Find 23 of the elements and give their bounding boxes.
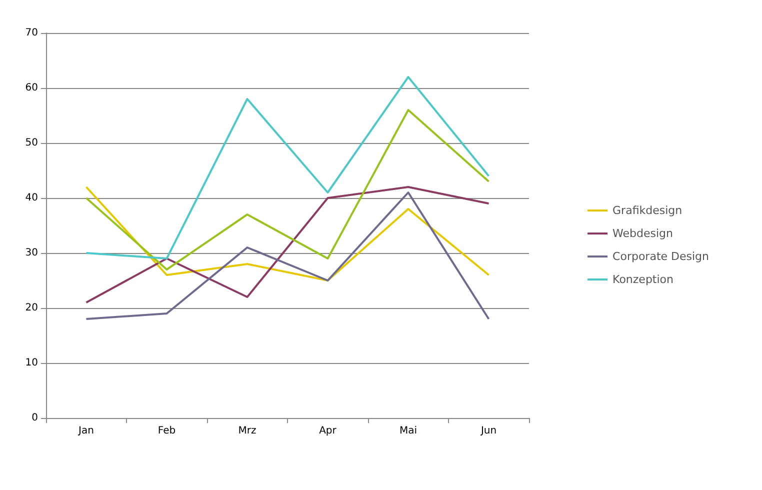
y-tick-label: 40 bbox=[25, 192, 38, 204]
x-tick-label: Mrz bbox=[238, 426, 256, 436]
x-tick-label: Jan bbox=[78, 426, 94, 436]
line-series bbox=[85, 192, 490, 320]
line-series bbox=[85, 186, 490, 282]
legend-label: Grafikdesign bbox=[612, 204, 682, 217]
x-tick-label: Jun bbox=[480, 426, 497, 436]
y-tick-label: 30 bbox=[25, 248, 38, 258]
y-tick-label: 60 bbox=[25, 82, 38, 94]
y-tick-label: 50 bbox=[25, 138, 38, 148]
x-tick-label: Apr bbox=[319, 426, 338, 436]
y-tick-label: 70 bbox=[25, 28, 38, 38]
y-tick-label: 10 bbox=[25, 358, 38, 368]
legend-label: Konzeption bbox=[612, 273, 674, 286]
y-tick-label: 0 bbox=[32, 412, 38, 424]
legend-label: Corporate Design bbox=[612, 250, 710, 263]
x-tick-label: Feb bbox=[158, 426, 176, 436]
x-tick-label: Mai bbox=[399, 426, 418, 436]
line-series bbox=[85, 109, 490, 270]
y-tick-label: 20 bbox=[25, 302, 38, 314]
legend-label: Webdesign bbox=[612, 227, 674, 240]
line-series bbox=[85, 76, 490, 260]
line-series bbox=[85, 186, 490, 304]
